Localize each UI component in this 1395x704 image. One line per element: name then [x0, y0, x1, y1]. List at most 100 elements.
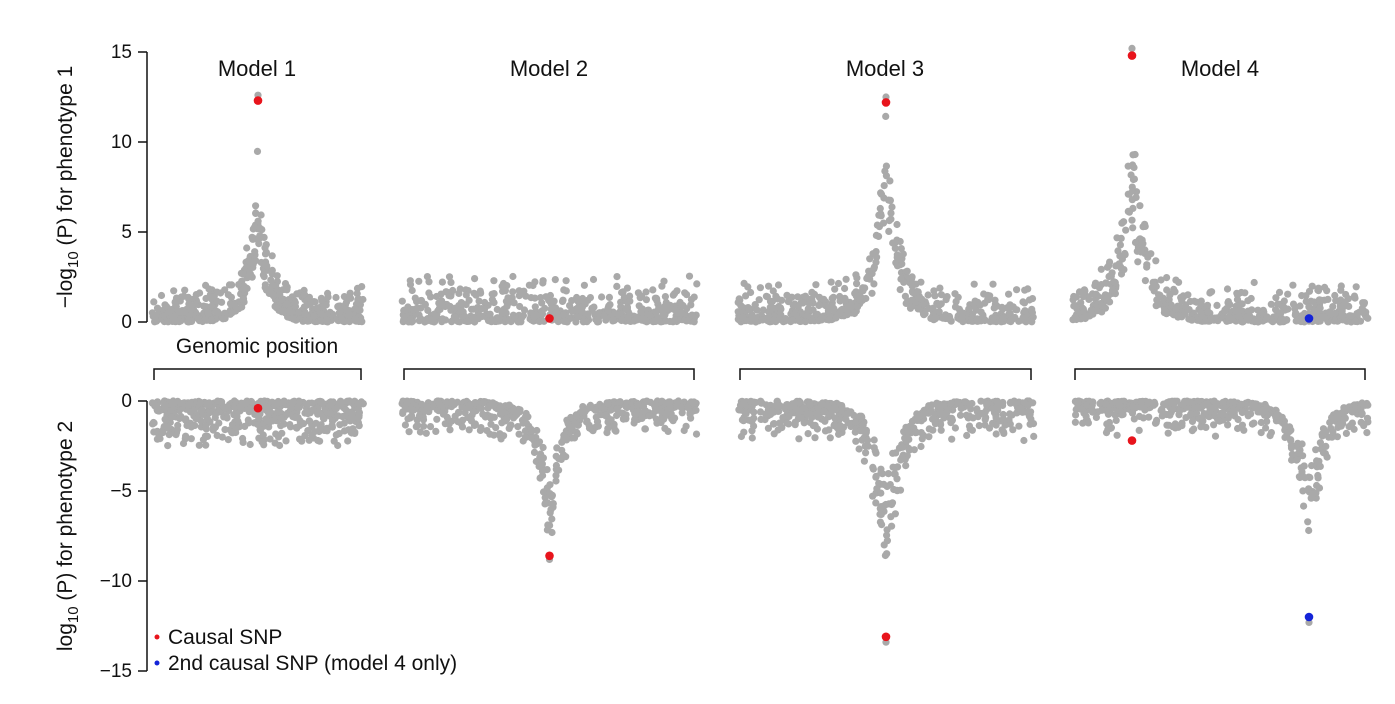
snp-point	[831, 285, 839, 293]
legend-causal-marker	[154, 634, 160, 640]
snp-point	[850, 309, 859, 318]
snp-point	[854, 303, 862, 311]
snp-point	[514, 423, 522, 431]
snp-point	[585, 424, 594, 432]
snp-point	[906, 422, 914, 431]
snp-point	[899, 443, 907, 451]
snp-point	[306, 418, 314, 426]
snp-point	[456, 285, 464, 293]
snp-point	[490, 299, 498, 307]
snp-point	[768, 303, 776, 311]
snp-point	[1350, 292, 1359, 300]
snp-point	[1312, 446, 1320, 454]
snp-point	[611, 309, 619, 317]
snp-point	[1198, 413, 1206, 422]
snp-point	[246, 440, 254, 449]
snp-point	[653, 419, 661, 427]
snp-point	[1337, 286, 1345, 294]
snp-point	[1172, 305, 1181, 313]
snp-point	[488, 401, 496, 409]
snp-point	[441, 420, 449, 428]
snp-point	[1021, 286, 1029, 294]
snp-point	[542, 293, 550, 301]
snp-point	[323, 316, 331, 324]
snp-point	[616, 398, 624, 406]
snp-point	[869, 465, 878, 473]
snp-point	[1314, 284, 1323, 292]
snp-point	[487, 318, 495, 326]
snp-point	[1314, 471, 1322, 480]
snp-point	[405, 428, 413, 436]
snp-point	[552, 477, 560, 485]
snp-point	[574, 304, 582, 312]
snp-point	[852, 437, 860, 445]
snp-point	[990, 304, 998, 312]
snp-point	[1156, 291, 1164, 299]
snp-point	[353, 284, 362, 292]
snp-point	[789, 301, 797, 309]
snp-point	[1179, 400, 1187, 409]
snp-point	[1028, 318, 1036, 326]
snp-point	[898, 453, 907, 461]
snp-point	[1316, 462, 1324, 470]
snp-point	[839, 423, 848, 431]
snp-point	[638, 414, 646, 422]
snp-point	[1210, 421, 1218, 429]
x-axis-title: Genomic position	[176, 335, 338, 358]
snp-point	[948, 414, 956, 422]
snp-point	[974, 413, 982, 421]
snp-point	[1141, 222, 1149, 230]
snp-point	[451, 304, 459, 312]
snp-point	[531, 294, 539, 302]
snp-point	[339, 317, 347, 325]
snp-point	[538, 467, 547, 475]
snp-point	[623, 284, 632, 292]
snp-point	[1289, 281, 1297, 289]
snp-point	[1092, 290, 1100, 298]
snp-point	[818, 314, 826, 322]
snp-point	[891, 510, 900, 518]
snp-point	[673, 287, 681, 295]
snp-point	[787, 318, 795, 326]
snp-point	[1329, 428, 1337, 436]
snp-point	[1210, 397, 1218, 405]
snp-point	[217, 398, 225, 406]
snp-point	[1120, 218, 1128, 226]
snp-point	[170, 314, 178, 322]
snp-point	[739, 417, 748, 425]
snp-point	[479, 399, 488, 407]
snp-point	[762, 292, 771, 300]
snp-point	[1016, 404, 1024, 412]
snp-point	[896, 286, 904, 294]
snp-point	[1308, 490, 1317, 498]
snp-point	[857, 426, 866, 434]
snp-point	[931, 292, 939, 300]
snp-point	[975, 422, 983, 430]
snp-point	[406, 277, 414, 285]
snp-point	[313, 304, 321, 312]
snp-point	[1025, 296, 1033, 304]
snp-point	[167, 306, 175, 314]
snp-point	[293, 424, 301, 432]
snp-point	[196, 289, 204, 297]
snp-point	[660, 415, 668, 423]
snp-point	[868, 289, 876, 297]
snp-point	[568, 297, 576, 305]
snp-point	[1115, 260, 1123, 268]
snp-point	[613, 273, 621, 281]
snp-point	[682, 317, 691, 325]
snp-point	[594, 422, 602, 430]
snp-point	[205, 285, 213, 293]
snp-point	[927, 406, 935, 415]
snp-point	[1273, 410, 1281, 419]
snp-point	[619, 415, 628, 423]
snp-point	[425, 289, 433, 297]
snp-point	[1141, 406, 1149, 414]
snp-point	[266, 285, 274, 294]
snp-point	[476, 426, 484, 434]
snp-point	[853, 280, 861, 288]
snp-point	[312, 419, 320, 427]
snp-point	[416, 428, 424, 436]
snp-point	[1171, 420, 1179, 428]
snp-point	[561, 317, 569, 325]
